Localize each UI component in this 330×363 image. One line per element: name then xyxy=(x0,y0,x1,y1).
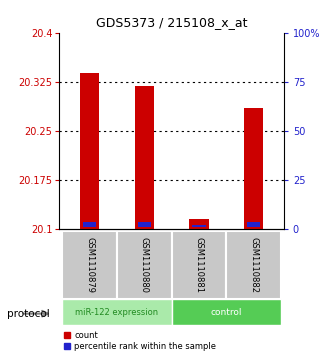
Bar xyxy=(138,222,151,227)
Text: GSM1110881: GSM1110881 xyxy=(194,237,204,293)
Text: GSM1110882: GSM1110882 xyxy=(249,237,258,293)
Bar xyxy=(83,222,96,227)
Bar xyxy=(247,222,260,227)
Text: control: control xyxy=(211,308,242,317)
Bar xyxy=(135,86,154,229)
Bar xyxy=(172,299,281,325)
Text: protocol: protocol xyxy=(7,309,50,319)
Bar xyxy=(244,108,263,229)
Bar xyxy=(226,231,281,299)
Bar xyxy=(80,73,99,229)
Text: miR-122 expression: miR-122 expression xyxy=(75,308,158,317)
Title: GDS5373 / 215108_x_at: GDS5373 / 215108_x_at xyxy=(96,16,248,29)
Bar xyxy=(172,231,226,299)
Text: GSM1110880: GSM1110880 xyxy=(140,237,149,293)
Legend: count, percentile rank within the sample: count, percentile rank within the sample xyxy=(64,331,216,351)
Bar xyxy=(62,231,117,299)
Bar xyxy=(62,299,172,325)
Bar xyxy=(192,225,206,227)
Bar xyxy=(117,231,172,299)
Text: GSM1110879: GSM1110879 xyxy=(85,237,94,293)
Bar xyxy=(189,219,209,229)
